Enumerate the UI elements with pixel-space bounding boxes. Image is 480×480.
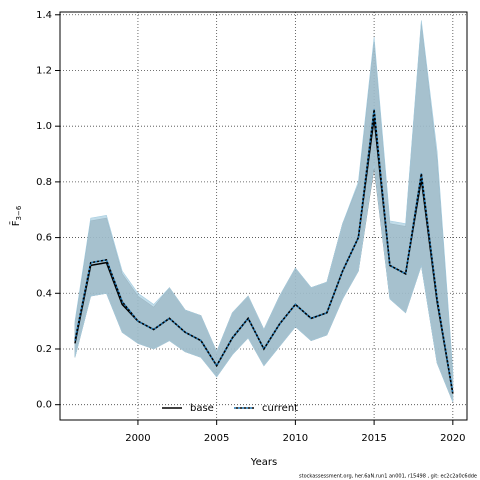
y-axis-label: F̄3−6 <box>9 205 23 226</box>
y-tick-label: 0.6 <box>36 233 52 244</box>
x-tick-label: 2020 <box>440 433 465 444</box>
plot-frame <box>59 11 468 421</box>
x-tick-label: 2015 <box>361 433 386 444</box>
legend-label: base <box>190 403 214 414</box>
y-tick-label: 1.2 <box>36 65 52 76</box>
series-line <box>74 109 454 394</box>
y-tick-label: 0.2 <box>36 344 52 355</box>
confidence-band <box>74 20 454 403</box>
y-tick-label: 0.0 <box>36 400 52 411</box>
legend-label: current <box>262 403 298 414</box>
x-tick-label: 2010 <box>283 433 308 444</box>
y-label-main: F̄ <box>9 220 22 226</box>
y-label-sub: 3−6 <box>15 205 23 220</box>
x-axis-label: Years <box>250 457 277 468</box>
y-tick-label: 1.4 <box>36 10 52 21</box>
x-tick-label: 2005 <box>204 433 229 444</box>
series-line-dots <box>74 109 454 394</box>
x-tick-label: 2000 <box>125 433 150 444</box>
footnote: stockassessment.org, her.6aN.run1 an001,… <box>299 474 477 480</box>
y-tick-label: 0.8 <box>36 177 52 188</box>
y-tick-label: 1.0 <box>36 121 52 132</box>
y-tick-label: 0.4 <box>36 288 52 299</box>
